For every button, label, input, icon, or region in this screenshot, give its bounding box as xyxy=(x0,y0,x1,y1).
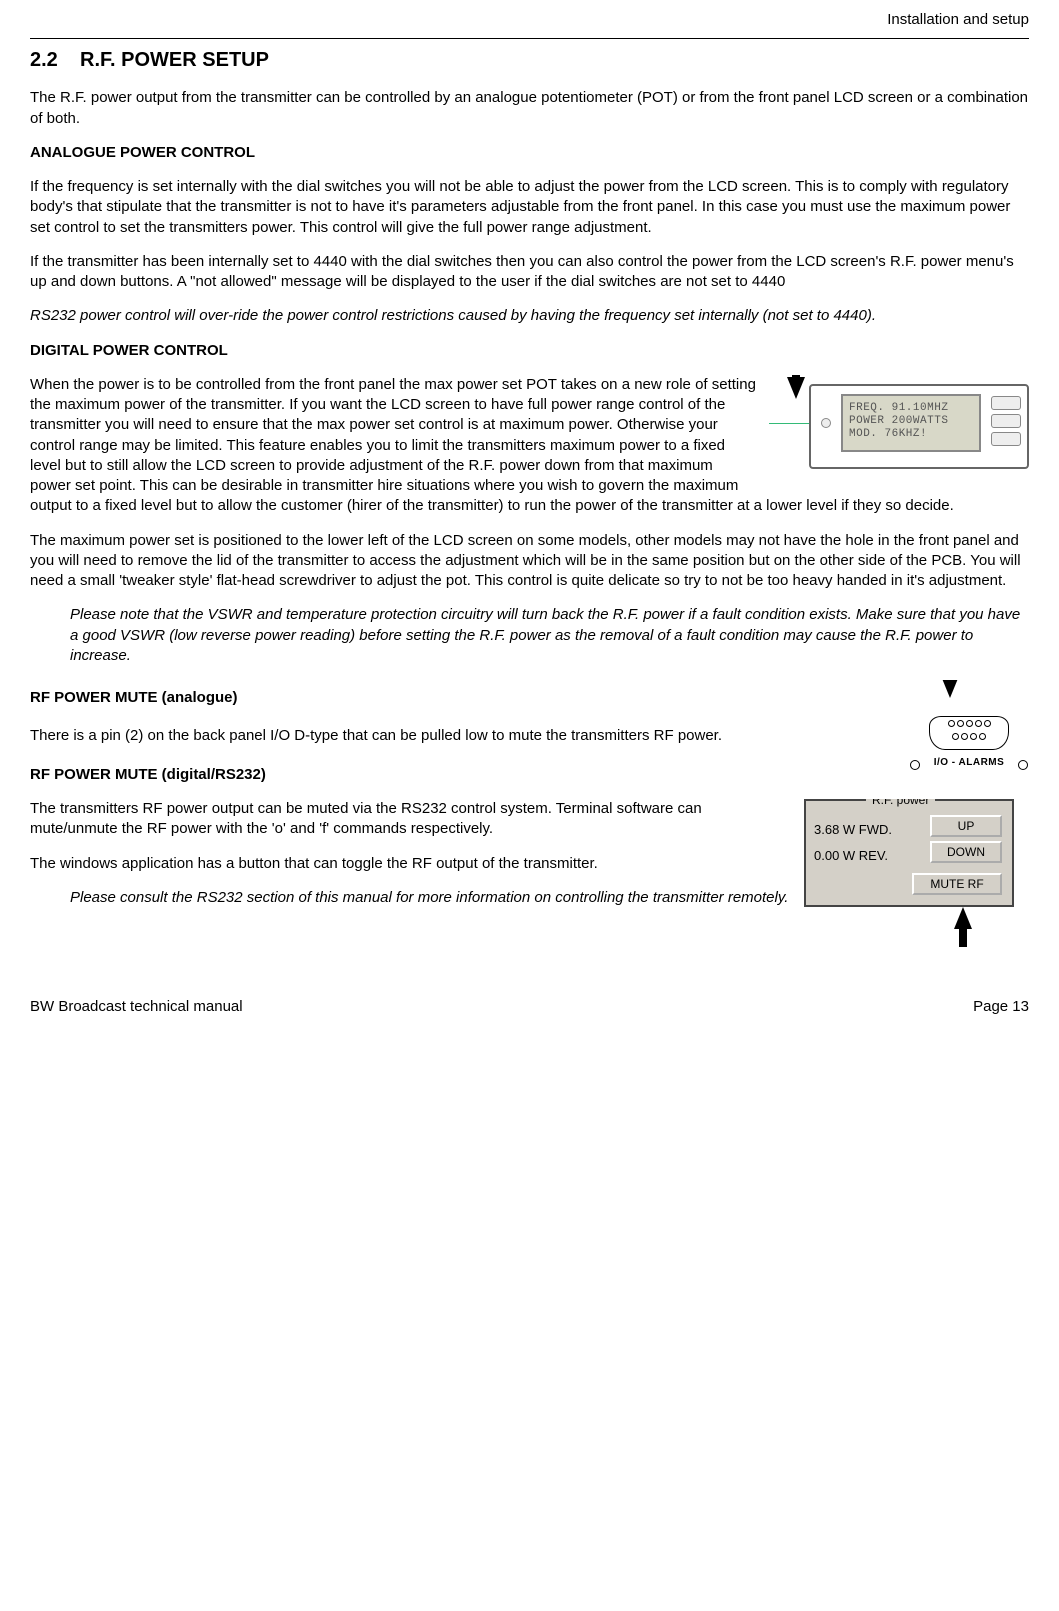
lcd-pot-hole xyxy=(821,418,831,428)
rf-rev-label: 0.00 W REV. xyxy=(814,847,888,865)
io-figure: I/O - ALARMS xyxy=(909,680,1029,760)
vswr-note: Please note that the VSWR and temperatur… xyxy=(70,605,1029,666)
page-footer: BW Broadcast technical manual Page 13 xyxy=(30,997,1029,1017)
arrow-down-icon xyxy=(941,680,959,698)
analogue-p1: If the frequency is set internally with … xyxy=(30,177,1029,238)
intro-paragraph: The R.F. power output from the transmitt… xyxy=(30,88,1029,129)
rf-power-title: R.F. power xyxy=(866,799,935,808)
db9-connector-icon xyxy=(929,716,1009,750)
header-rule xyxy=(30,38,1029,39)
lcd-figure: FREQ. 91.10MHZ POWER 200WATTS MOD. 76KHZ… xyxy=(769,379,1029,474)
lcd-line3: MOD. 76KHZ! xyxy=(849,428,973,441)
arrow-down-icon xyxy=(787,377,805,399)
lcd-screen: FREQ. 91.10MHZ POWER 200WATTS MOD. 76KHZ… xyxy=(841,394,981,452)
footer-right: Page 13 xyxy=(973,997,1029,1017)
mute-analogue-heading: RF POWER MUTE (analogue) xyxy=(30,688,1029,708)
footer-left: BW Broadcast technical manual xyxy=(30,997,243,1017)
section-title: 2.2 R.F. POWER SETUP xyxy=(30,47,1029,74)
analogue-heading: ANALOGUE POWER CONTROL xyxy=(30,143,1029,163)
lcd-bezel: FREQ. 91.10MHZ POWER 200WATTS MOD. 76KHZ… xyxy=(809,384,1029,469)
section-heading: R.F. POWER SETUP xyxy=(80,49,269,71)
lcd-buttons xyxy=(991,396,1021,450)
io-label: I/O - ALARMS xyxy=(909,756,1029,770)
rf-fwd-label: 3.68 W FWD. xyxy=(814,821,892,839)
lcd-button xyxy=(991,414,1021,428)
rf-power-panel: R.F. power 3.68 W FWD. 0.00 W REV. UP DO… xyxy=(804,799,1014,907)
chapter-header: Installation and setup xyxy=(30,10,1029,30)
digital-p2: The maximum power set is positioned to t… xyxy=(30,531,1029,592)
rf-power-window-figure: R.F. power 3.68 W FWD. 0.00 W REV. UP DO… xyxy=(804,799,1029,949)
down-button[interactable]: DOWN xyxy=(930,841,1002,863)
up-button[interactable]: UP xyxy=(930,815,1002,837)
mute-digital-heading: RF POWER MUTE (digital/RS232) xyxy=(30,765,1029,785)
arrow-up-icon xyxy=(954,907,972,929)
section-number: 2.2 xyxy=(30,49,58,71)
mute-rf-button[interactable]: MUTE RF xyxy=(912,873,1002,895)
analogue-p2: If the transmitter has been internally s… xyxy=(30,252,1029,293)
lcd-line1: FREQ. 91.10MHZ xyxy=(849,402,973,415)
lcd-button xyxy=(991,396,1021,410)
lcd-button xyxy=(991,432,1021,446)
lcd-line2: POWER 200WATTS xyxy=(849,415,973,428)
rs232-note: RS232 power control will over-ride the p… xyxy=(30,306,1029,326)
lcd-pointer-line xyxy=(769,423,814,424)
mute-analogue-p1: There is a pin (2) on the back panel I/O… xyxy=(30,722,1029,751)
digital-heading: DIGITAL POWER CONTROL xyxy=(30,341,1029,361)
